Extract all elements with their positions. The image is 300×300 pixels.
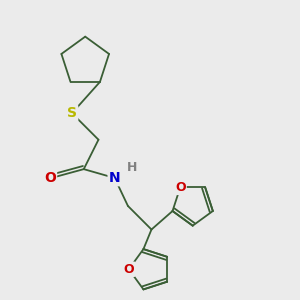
Text: S: S	[67, 106, 77, 120]
Text: N: N	[109, 171, 121, 185]
Text: O: O	[124, 263, 134, 276]
Text: O: O	[44, 171, 56, 185]
Text: O: O	[175, 181, 185, 194]
Text: H: H	[127, 161, 137, 174]
